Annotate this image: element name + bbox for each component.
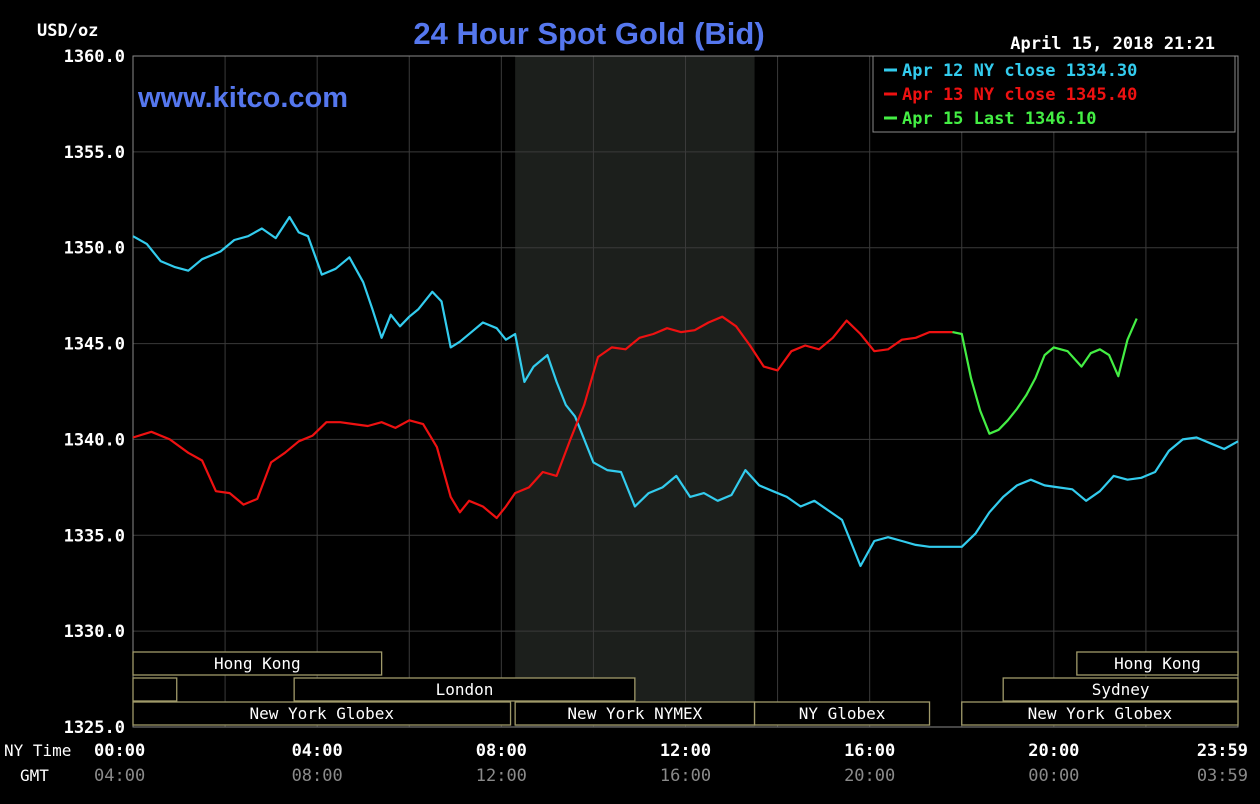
x-tick-label: 12:00 (476, 766, 527, 786)
legend: Apr 12 NY close 1334.30 Apr 13 NY close 1… (872, 55, 1236, 133)
x-tick-label: 12:00 (660, 741, 711, 761)
y-tick-label: 1325.0 (64, 718, 125, 738)
session-label: New York Globex (250, 704, 395, 723)
series-layer (132, 215, 1239, 568)
session-bar (753, 701, 931, 726)
session-label: New York NYMEX (567, 704, 702, 723)
y-tick-label: 1330.0 (64, 622, 125, 642)
axis-labels: 1325.0 1330.0 1335.0 1340.0 1345.0 1350.0 1355… (4, 47, 1248, 786)
x-tick-label: 16:00 (844, 741, 895, 761)
x-tick-label: 20:00 (844, 766, 895, 786)
y-tick-label: 1355.0 (64, 143, 125, 163)
series-line-3 (952, 318, 1138, 435)
x-tick-label: 00:00 (1028, 766, 1079, 786)
session-label: Sydney (1092, 680, 1150, 699)
x-tick-label: 08:00 (476, 741, 527, 761)
session-label: London (436, 680, 494, 699)
session-bar (1002, 677, 1239, 702)
legend-entry: Apr 15 Last 1346.10 (902, 109, 1096, 129)
x-tick-label: 03:59 (1197, 766, 1248, 786)
series-line-1 (132, 215, 1239, 568)
nymex-shade-layer (515, 56, 755, 727)
legend-entry: Apr 13 NY close 1345.40 (902, 85, 1137, 105)
unit-label: USD/oz (37, 21, 98, 41)
session-label: NY Globex (799, 704, 886, 723)
x-tick-label: 16:00 (660, 766, 711, 786)
y-tick-label: 1345.0 (64, 335, 125, 355)
trading-sessions: Hong Kong Hong Kong London Sydney New York G… (132, 651, 1239, 726)
session-bar (132, 677, 178, 702)
session-label: Hong Kong (214, 654, 301, 673)
series-line-2 (132, 315, 953, 520)
session-bar (132, 701, 512, 726)
session-bar (961, 701, 1239, 726)
chart-title: 24 Hour Spot Gold (Bid) (413, 16, 764, 51)
grid-layer (132, 55, 1239, 728)
session-label: Hong Kong (1114, 654, 1201, 673)
session-bar (293, 677, 636, 702)
session-bar (132, 651, 383, 676)
session-bar (1076, 651, 1239, 676)
x-tick-label: 00:00 (94, 741, 145, 761)
y-tick-label: 1335.0 (64, 526, 125, 546)
x-tick-label: 04:00 (292, 741, 343, 761)
session-label: New York Globex (1028, 704, 1173, 723)
watermark: www.kitco.com (137, 82, 348, 114)
y-tick-label: 1350.0 (64, 239, 125, 259)
x-axis-row-label: NY Time (4, 741, 71, 760)
x-tick-label: 20:00 (1028, 741, 1079, 761)
timestamp: April 15, 2018 21:21 (1010, 34, 1215, 54)
x-tick-label: 08:00 (292, 766, 343, 786)
y-tick-label: 1340.0 (64, 430, 125, 450)
nymex-shade (515, 56, 755, 727)
legend-entry: Apr 12 NY close 1334.30 (902, 61, 1137, 81)
x-tick-label: 23:59 (1197, 741, 1248, 761)
x-axis-row-label: GMT (20, 766, 49, 785)
plot-border (132, 55, 1239, 728)
x-tick-label: 04:00 (94, 766, 145, 786)
legend-box (872, 55, 1236, 133)
y-tick-label: 1360.0 (64, 47, 125, 67)
